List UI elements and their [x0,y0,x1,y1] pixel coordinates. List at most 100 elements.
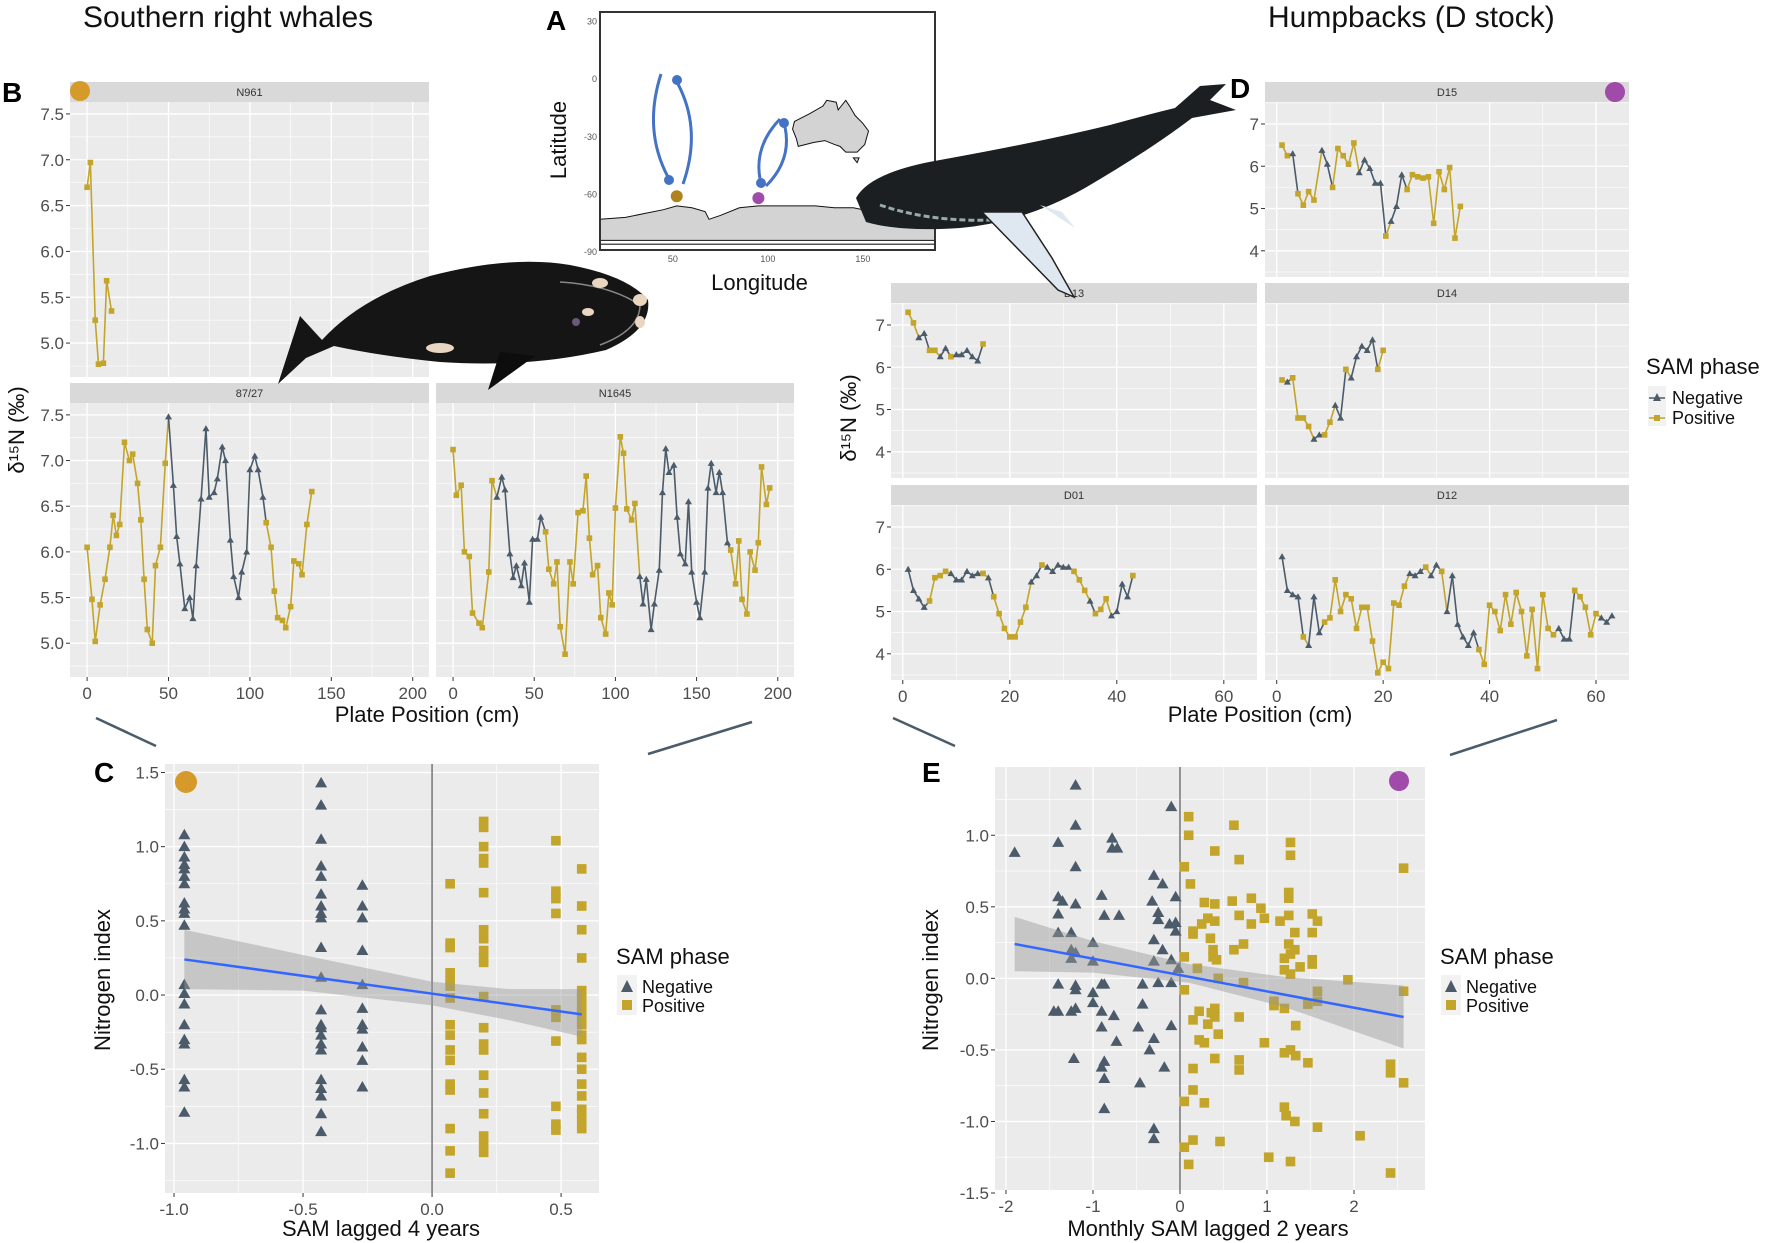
positive-phase-point [617,433,624,440]
series-segment [684,501,690,564]
series-segment [232,576,240,598]
series-segment [224,460,232,541]
negative-phase-point [356,1054,369,1065]
positive-phase-point [1179,861,1190,872]
negative-phase-point [315,1029,328,1040]
facet-strip-label: N961 [236,87,262,99]
positive-phase-point [1179,1096,1190,1107]
series-segment [175,536,181,564]
y-tick-label: 5 [1250,200,1259,219]
positive-phase-point [576,1019,587,1030]
series-segment [1334,579,1342,612]
positive-phase-point [576,1064,587,1075]
negative-phase-point [356,1023,369,1034]
positive-phase-point [107,544,113,551]
negative-phase-point [1008,846,1021,857]
positive-phase-point [1337,608,1344,615]
positive-phase-point [1234,1065,1244,1075]
positive-phase-point [735,538,742,544]
positive-phase-point [1205,933,1216,944]
positive-phase-point [1188,1135,1198,1145]
series-segment [154,547,162,566]
series-segment [676,517,682,554]
series-segment [1504,594,1512,625]
positive-phase-point [95,361,102,367]
positive-phase-point [551,886,561,896]
negative-phase-point [952,351,960,358]
negative-phase-point [1065,926,1078,938]
negative-phase-point [1337,414,1345,421]
positive-phase-point [1081,587,1088,594]
positive-phase-point [445,993,455,1003]
negative-phase-point [226,536,234,543]
positive-phase-point [1422,564,1429,570]
positive-phase-point [542,528,549,535]
negative-phase-point [920,329,928,337]
positive-phase-point [282,624,289,631]
series-segment [1339,594,1347,612]
negative-phase-point [952,576,960,583]
positive-phase-point [445,1085,455,1095]
negative-phase-point [1555,624,1563,632]
migration-arrow [676,83,693,185]
positive-phase-point [1343,591,1349,598]
panel-label-b: B [2,77,22,108]
series-segment [481,571,490,628]
negative-phase-point [181,605,189,612]
positive-phase-point [763,501,770,508]
negative-phase-point [1169,916,1182,928]
series-segment [1427,176,1435,224]
negative-phase-point [315,1089,328,1101]
positive-phase-point [116,521,123,528]
negative-phase-point [1107,612,1115,619]
series-segment [164,416,170,464]
negative-phase-point [1398,171,1406,178]
series-segment [718,472,724,493]
series-segment [588,538,594,575]
series-segment [1531,609,1539,669]
positive-phase-point [274,614,281,621]
positive-phase-point [1502,591,1509,598]
positive-phase-point [1001,625,1008,632]
x-tick-label: 20 [1000,687,1019,706]
positive-phase-point [755,539,762,546]
negative-phase-point [178,1073,191,1085]
legend-positive-square-icon [1446,1000,1456,1010]
negative-phase-point [639,600,647,607]
x-tick-label: 50 [525,684,544,703]
negative-phase-point [356,879,369,890]
series-segment [257,469,264,498]
negative-phase-point [1315,431,1323,438]
negative-phase-point [1165,976,1178,988]
series-segment [284,606,292,628]
negative-phase-point [684,498,692,505]
negative-phase-point [178,907,191,918]
series-segment [1443,167,1451,190]
series-segment [687,501,693,573]
confidence-band [184,929,582,1037]
facet-D01: D01 4 5 6 7 0 20 40 60 [876,485,1257,706]
positive-phase-point [1425,174,1432,180]
positive-phase-point [1335,145,1341,152]
positive-phase-point [937,572,944,579]
negative-phase-point [356,911,369,923]
series-segment [240,551,248,573]
series-segment [1281,556,1289,591]
series-segment [515,565,523,586]
negative-phase-point [506,550,514,557]
series-segment [699,571,706,618]
positive-phase-point [1194,1035,1204,1045]
series-segment [614,436,622,509]
positive-phase-point [1327,615,1333,621]
series-segment [559,626,566,655]
positive-phase-point [1203,913,1213,924]
negative-phase-point [1565,635,1573,642]
positive-phase-point [576,901,587,911]
series-segment [273,591,279,618]
negative-phase-point [1147,1132,1160,1144]
positive-phase-point [1385,1068,1396,1078]
positive-phase-point [1550,631,1557,638]
series-segment [1326,163,1334,188]
negative-phase-point [202,425,210,432]
facet-strip [891,485,1257,505]
